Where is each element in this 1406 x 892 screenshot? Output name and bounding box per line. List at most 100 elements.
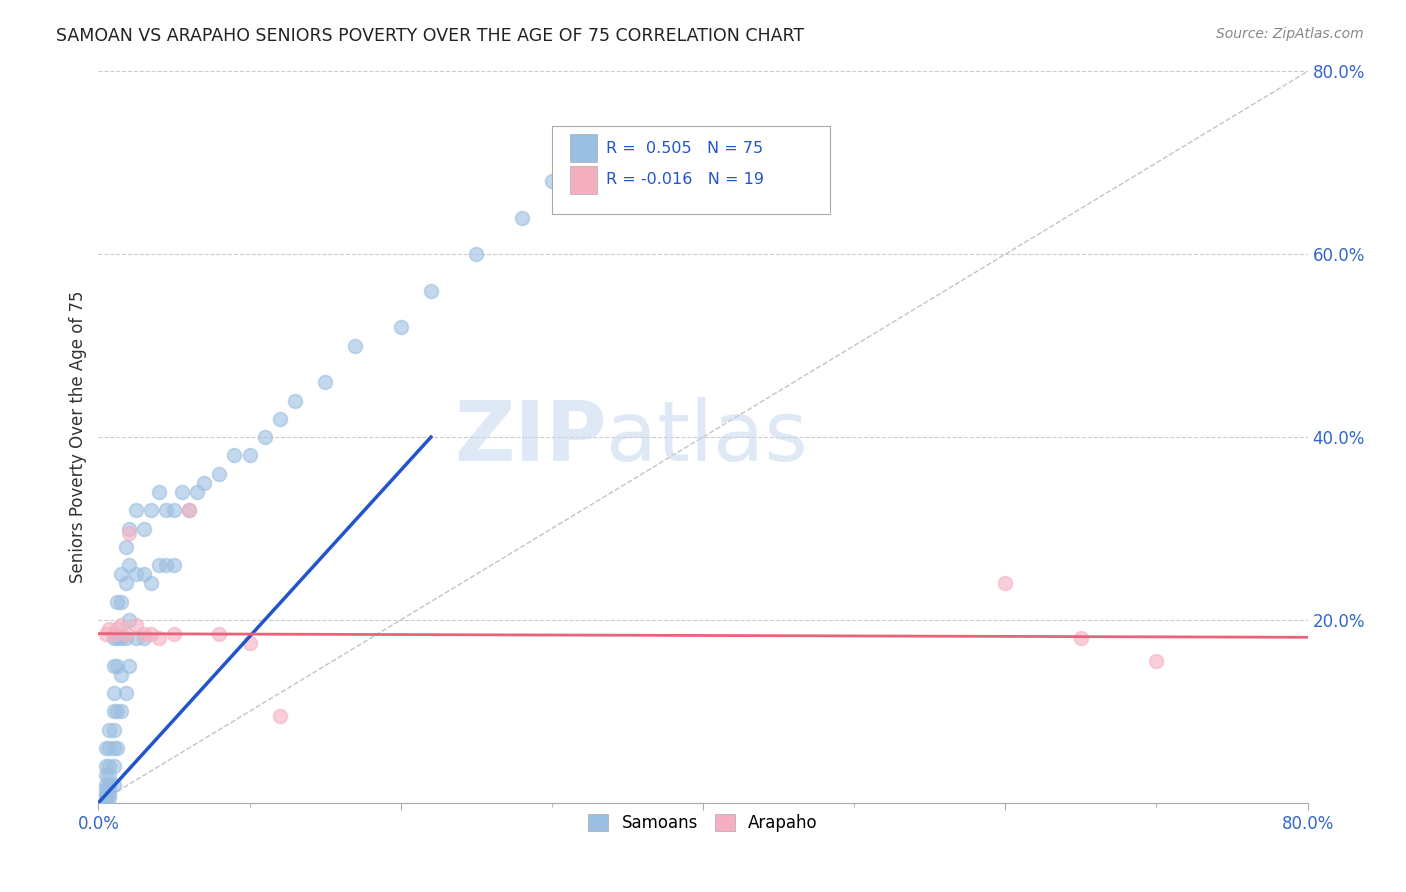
Text: R =  0.505   N = 75: R = 0.505 N = 75 [606,141,763,156]
Point [155,558,177,573]
Point [125,632,148,646]
Point [224,448,246,462]
Point [98,778,121,792]
Point [118,558,141,573]
Text: atlas: atlas [606,397,808,477]
Point [284,393,307,408]
Point [155,503,177,517]
Point [110,632,132,646]
Point [163,558,186,573]
Bar [569,135,596,162]
Point [98,791,121,805]
Point [94,782,117,797]
Point [125,617,148,632]
Point [103,658,125,673]
Text: SAMOAN VS ARAPAHO SENIORS POVERTY OVER THE AGE OF 75 CORRELATION CHART: SAMOAN VS ARAPAHO SENIORS POVERTY OVER T… [56,27,804,45]
Point [148,632,170,646]
Point [103,759,125,773]
Point [208,626,231,640]
Point [110,617,132,632]
Point [98,759,121,773]
Point [105,705,128,719]
Point [105,740,128,755]
Point [125,567,148,582]
Bar [569,166,596,194]
Point [314,375,336,389]
Point [98,787,121,801]
Point [98,768,121,782]
Point [132,632,155,646]
Legend: Samoans, Arapaho: Samoans, Arapaho [582,807,824,838]
Point [148,485,170,500]
FancyBboxPatch shape [551,126,830,214]
Point [114,632,136,646]
Point [163,503,186,517]
Point [510,211,533,225]
Point [94,789,117,803]
Point [94,759,117,773]
Point [193,475,215,490]
Point [179,503,201,517]
Point [103,686,125,700]
Point [94,768,117,782]
Point [132,521,155,535]
Y-axis label: Seniors Poverty Over the Age of 75: Seniors Poverty Over the Age of 75 [69,291,87,583]
Point [94,791,117,805]
Point [170,485,193,500]
Point [105,594,128,608]
Point [1070,632,1092,646]
Point [118,658,141,673]
Point [94,794,117,808]
Point [141,503,163,517]
Point [98,622,121,636]
Text: ZIP: ZIP [454,397,606,477]
Point [103,778,125,792]
Point [110,567,132,582]
Point [94,626,117,640]
Point [94,787,117,801]
Point [94,740,117,755]
Point [118,526,141,541]
Point [103,626,125,640]
Point [114,576,136,591]
Point [420,284,443,298]
Point [132,567,155,582]
Point [98,723,121,737]
Point [105,632,128,646]
Point [98,740,121,755]
Point [208,467,231,481]
Point [389,320,412,334]
Point [118,613,141,627]
Point [269,412,291,426]
Point [114,626,136,640]
Point [105,622,128,636]
Point [994,576,1017,591]
Point [186,485,208,500]
Point [98,782,121,797]
Point [103,632,125,646]
Point [269,709,291,723]
Point [105,658,128,673]
Point [465,247,488,261]
Point [141,576,163,591]
Point [125,503,148,517]
Point [141,626,163,640]
Point [118,521,141,535]
Point [114,540,136,554]
Point [239,448,262,462]
Point [110,594,132,608]
Point [239,636,262,650]
Point [1144,654,1167,668]
Text: Source: ZipAtlas.com: Source: ZipAtlas.com [1216,27,1364,41]
Point [103,705,125,719]
Point [94,778,117,792]
Point [110,667,132,681]
Point [148,558,170,573]
Text: R = -0.016   N = 19: R = -0.016 N = 19 [606,172,765,187]
Point [344,338,367,352]
Point [132,626,155,640]
Point [540,174,562,188]
Point [163,626,186,640]
Point [179,503,201,517]
Point [114,686,136,700]
